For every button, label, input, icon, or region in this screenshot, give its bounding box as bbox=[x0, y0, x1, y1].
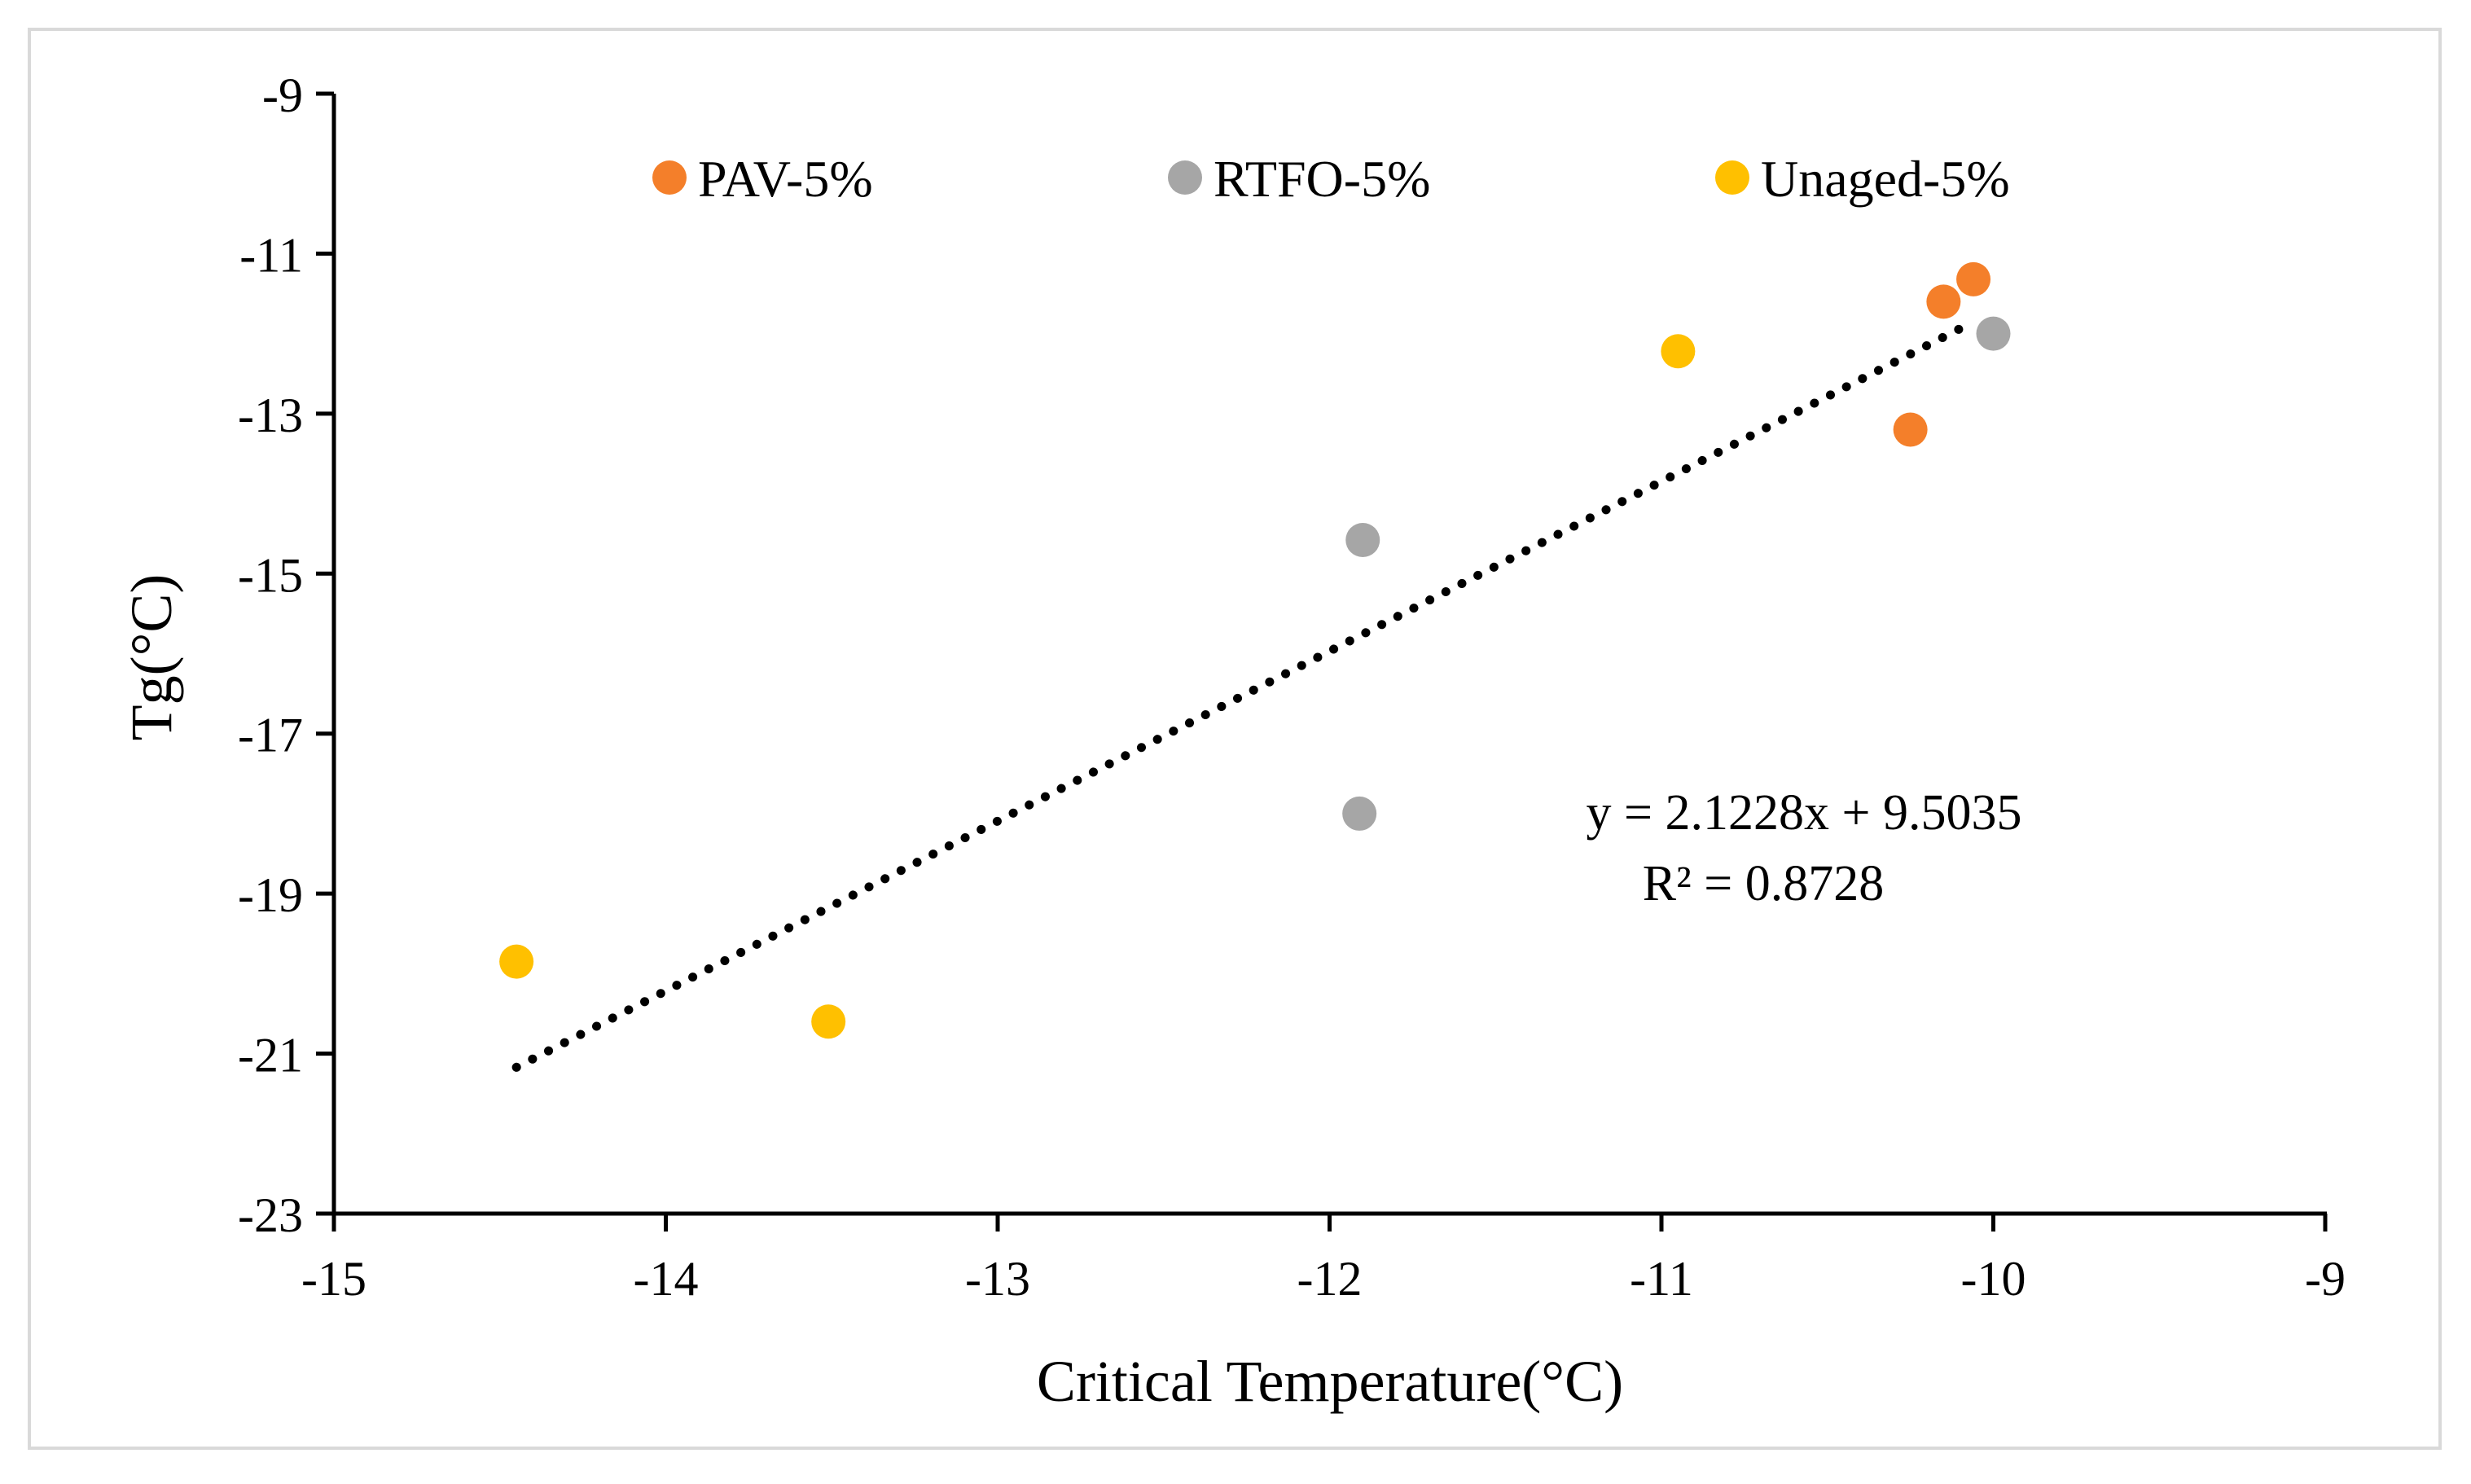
axes bbox=[331, 94, 2327, 1216]
point-pav-5 bbox=[1926, 284, 1961, 319]
y-tick-label: -11 bbox=[239, 228, 303, 282]
x-ticks: -15 -14 -13 -12 -11 -10 -9 bbox=[301, 1214, 2346, 1306]
legend-label-pav-5: PAV-5% bbox=[698, 150, 873, 208]
point-rtfo-5 bbox=[1345, 523, 1380, 558]
legend-marker-pav-5 bbox=[652, 160, 687, 195]
x-tick-label: -10 bbox=[1961, 1252, 2026, 1306]
trendline-r-squared: R² = 0.8728 bbox=[1643, 856, 1884, 911]
x-tick-label: -11 bbox=[1630, 1252, 1693, 1306]
point-unaged-5 bbox=[499, 944, 534, 979]
point-unaged-5 bbox=[811, 1004, 846, 1039]
y-tick-label: -19 bbox=[238, 868, 303, 922]
y-tick-label: -15 bbox=[238, 548, 303, 602]
y-tick-label: -9 bbox=[262, 68, 303, 122]
y-tick-label: -21 bbox=[238, 1029, 303, 1082]
legend-marker-rtfo-5 bbox=[1168, 160, 1202, 195]
point-rtfo-5 bbox=[1976, 316, 2011, 351]
trendline-dotted-line bbox=[511, 317, 1978, 1072]
y-axis-title: Tg(°C) bbox=[119, 574, 184, 741]
point-rtfo-5 bbox=[1342, 796, 1377, 831]
legend-label-unaged-5: Unaged-5% bbox=[1761, 150, 2010, 208]
x-tick-label: -9 bbox=[2305, 1252, 2346, 1306]
point-pav-5 bbox=[1893, 412, 1928, 447]
x-tick-label: -15 bbox=[301, 1252, 366, 1306]
point-unaged-5 bbox=[1661, 334, 1696, 369]
y-ticks: -9 -11 -13 -15 -17 -19 -21 -23 bbox=[238, 68, 334, 1242]
point-pav-5 bbox=[1956, 261, 1991, 296]
legend: PAV-5% RTFO-5% Unaged-5% bbox=[652, 150, 2010, 208]
x-tick-label: -13 bbox=[965, 1252, 1030, 1306]
trendline-equation: y = 2.1228x + 9.5035 bbox=[1587, 785, 2022, 841]
y-tick-label: -23 bbox=[238, 1188, 303, 1242]
x-tick-label: -12 bbox=[1297, 1252, 1363, 1306]
y-tick-label: -13 bbox=[238, 389, 303, 442]
x-tick-label: -14 bbox=[634, 1252, 699, 1306]
x-axis-title: Critical Temperature(°C) bbox=[1037, 1349, 1623, 1414]
legend-marker-unaged-5 bbox=[1715, 160, 1749, 195]
trendline bbox=[511, 317, 1978, 1072]
legend-label-rtfo-5: RTFO-5% bbox=[1214, 150, 1430, 208]
data-points bbox=[499, 261, 2011, 1039]
y-tick-label: -17 bbox=[238, 709, 303, 762]
